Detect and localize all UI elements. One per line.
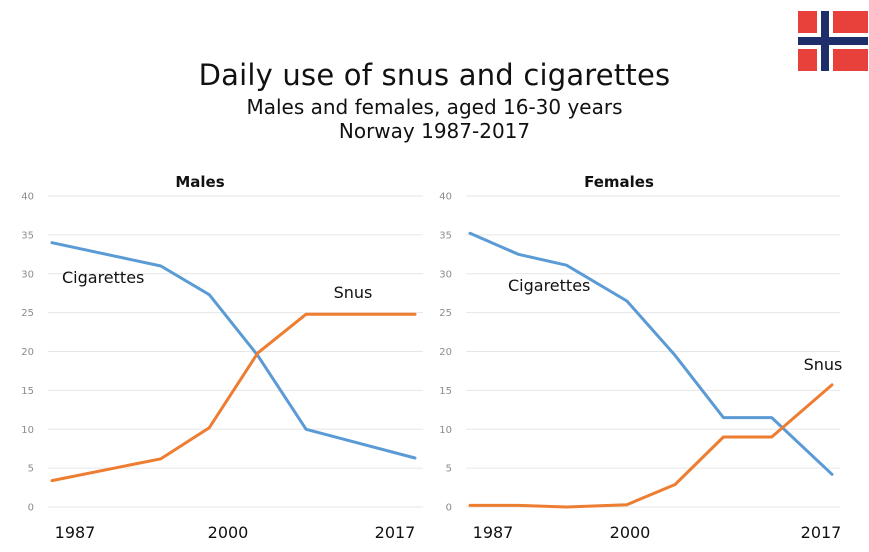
chart-title: Daily use of snus and cigarettes [198,58,671,92]
females-x-tick-label: 2017 [801,523,842,542]
males-y-tick-label: 25 [21,308,34,319]
males-y-tick-label: 40 [21,192,34,203]
females-y-tick-label: 25 [439,308,452,319]
norway-flag-icon [798,11,868,71]
females-y-tick-label: 10 [439,425,452,436]
males-cigarettes-label: Cigarettes [62,268,144,287]
males-x-tick-label: 2017 [375,523,416,542]
females-y-tick-label: 40 [439,192,452,203]
chart-subtitle-1: Males and females, aged 16-30 years [246,95,623,119]
females-y-tick-label: 20 [439,347,452,358]
females-y-tick-label: 0 [446,503,452,514]
males-y-tick-label: 5 [28,464,34,475]
males-y-tick-label: 35 [21,230,34,241]
males-snus-label: Snus [334,283,373,302]
females-y-tick-label: 15 [439,386,452,397]
males-y-tick-label: 0 [28,503,34,514]
males-y-tick-label: 30 [21,269,34,280]
males-y-tick-label: 20 [21,347,34,358]
females-cigarettes-line [468,231,834,476]
females-snus-line [468,383,834,509]
males-y-tick-label: 10 [21,425,34,436]
females-panel-title: Females [584,173,654,191]
females-y-tick-label: 35 [439,230,452,241]
females-x-tick-label: 2000 [610,523,651,542]
flag-cross-blue-horizontal [798,37,868,45]
females-snus-label: Snus [804,355,843,374]
males-cigarettes-line [50,241,417,460]
males-panel-title: Males [175,173,224,191]
females-y-tick-label: 5 [446,464,452,475]
males-x-tick-label: 1987 [55,523,96,542]
females-y-tick-label: 30 [439,269,452,280]
males-snus-line [50,312,417,483]
males-y-tick-label: 15 [21,386,34,397]
males-x-tick-label: 2000 [208,523,249,542]
chart-subtitle-2: Norway 1987-2017 [338,119,531,143]
females-x-tick-label: 1987 [473,523,514,542]
females-cigarettes-label: Cigarettes [508,276,590,295]
